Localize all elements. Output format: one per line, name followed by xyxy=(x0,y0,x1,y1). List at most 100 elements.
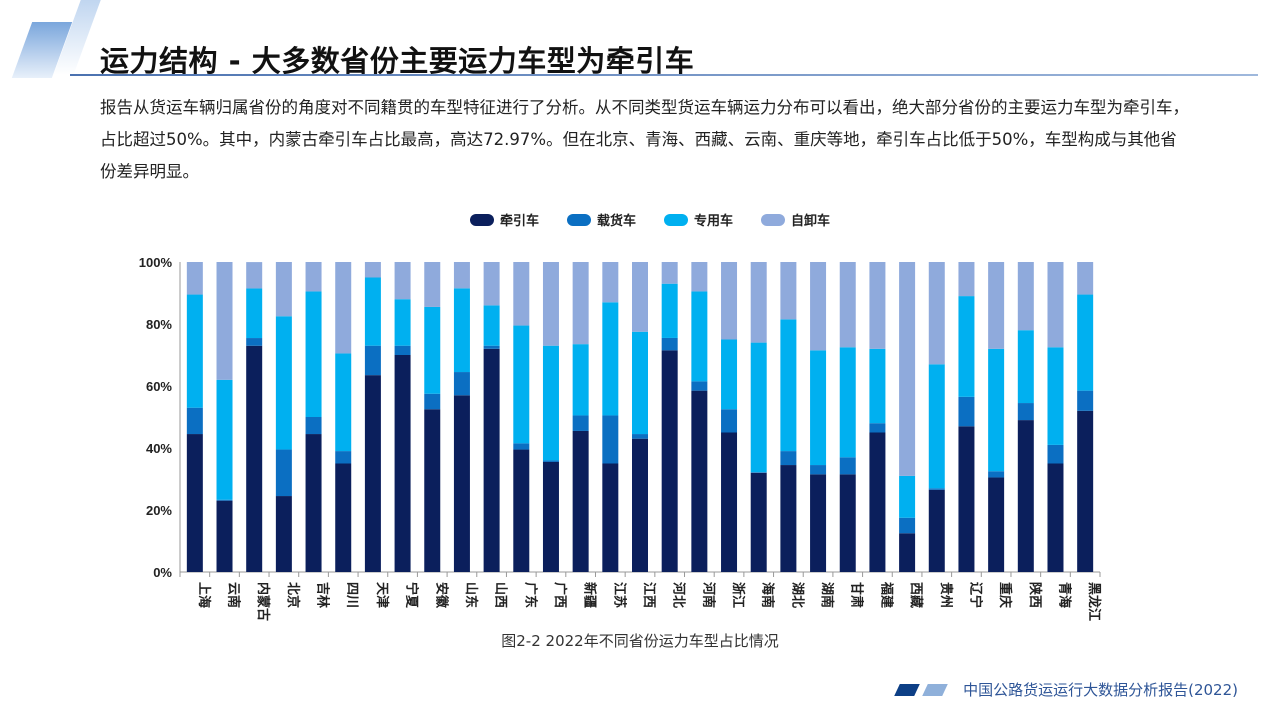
bar-segment xyxy=(1077,390,1094,411)
bar-segment xyxy=(721,432,738,572)
bar-segment xyxy=(216,499,233,501)
bar-segment xyxy=(1077,294,1094,391)
legend-swatch xyxy=(470,213,494,226)
bar-segment xyxy=(691,390,708,572)
y-tick-label: 80% xyxy=(146,317,172,332)
bar-segment xyxy=(453,372,470,396)
bar-segment xyxy=(839,262,856,348)
bar-segment xyxy=(602,302,619,416)
bar-segment xyxy=(335,463,352,572)
x-tick-label: 重庆 xyxy=(997,582,1013,608)
bar-segment xyxy=(572,430,589,572)
x-tick-label: 江苏 xyxy=(611,582,627,608)
bar-segment xyxy=(542,345,559,461)
bar-segment xyxy=(364,262,381,278)
bar-segment xyxy=(810,474,827,572)
bar-segment xyxy=(305,434,322,572)
x-tick-label: 湖南 xyxy=(819,582,835,608)
bar-segment xyxy=(1047,463,1064,572)
bar-segment xyxy=(691,381,708,391)
bar-segment xyxy=(869,432,886,572)
bar-segment xyxy=(899,262,916,476)
legend-label: 自卸车 xyxy=(791,214,831,229)
bar-segment xyxy=(928,364,945,489)
x-tick-label: 海南 xyxy=(760,582,776,608)
bar-segment xyxy=(216,262,233,380)
bar-segment xyxy=(661,350,678,572)
x-tick-label: 甘肃 xyxy=(849,582,865,608)
bar-segment xyxy=(750,472,767,572)
x-tick-label: 西藏 xyxy=(908,582,924,608)
bar-segment xyxy=(869,262,886,349)
bar-segment xyxy=(186,434,203,572)
bar-segment xyxy=(335,353,352,452)
bar-segment xyxy=(483,345,500,349)
bar-segment xyxy=(572,415,589,431)
x-tick-label: 北京 xyxy=(285,582,301,608)
bar-segment xyxy=(216,500,233,572)
bar-segment xyxy=(364,277,381,346)
bar-segment xyxy=(424,409,441,572)
title-divider xyxy=(70,74,1258,76)
bar-segment xyxy=(305,291,322,417)
bar-segment xyxy=(1077,262,1094,295)
bar-segment xyxy=(780,451,797,466)
bar-segment xyxy=(721,262,738,340)
bar-segment xyxy=(335,262,352,354)
bar-segment xyxy=(424,306,441,394)
bar-segment xyxy=(810,350,827,466)
x-tick-label: 安徽 xyxy=(433,582,449,609)
x-tick-label: 湖北 xyxy=(789,582,804,608)
chart-caption: 图2-2 2022年不同省份运力车型占比情况 xyxy=(501,632,779,650)
bar-segment xyxy=(899,517,916,534)
bar-segment xyxy=(869,348,886,424)
bar-segment xyxy=(661,283,678,338)
bar-segment xyxy=(275,449,292,497)
bar-segment xyxy=(928,488,945,490)
bar-segment xyxy=(780,465,797,572)
bar-segment xyxy=(483,262,500,306)
bar-segment xyxy=(958,296,975,397)
x-tick-label: 吉林 xyxy=(315,582,331,608)
bar-segment xyxy=(305,417,322,435)
y-tick-label: 40% xyxy=(146,441,172,456)
bar-segment xyxy=(1017,420,1034,572)
bar-segment xyxy=(513,262,530,326)
bar-segment xyxy=(632,331,648,435)
x-tick-label: 内蒙古 xyxy=(255,582,271,621)
bar-segment xyxy=(186,407,203,435)
bar-segment xyxy=(780,319,797,452)
bar-segment xyxy=(810,465,827,475)
bar-segment xyxy=(958,426,975,572)
legend-item: 专用车 xyxy=(664,210,733,229)
bar-segment xyxy=(394,355,411,572)
footer-logo-bar xyxy=(894,683,920,696)
bar-segment xyxy=(513,449,530,572)
bar-segment xyxy=(958,396,975,427)
x-tick-label: 江西 xyxy=(641,582,657,608)
legend-swatch xyxy=(567,213,592,226)
legend-item: 牵引车 xyxy=(470,210,539,229)
x-tick-label: 上海 xyxy=(196,582,212,608)
x-tick-label: 河南 xyxy=(700,582,716,608)
bar-segment xyxy=(899,475,916,518)
legend-label: 载货车 xyxy=(597,214,637,229)
x-tick-label: 新疆 xyxy=(582,582,598,608)
bar-segment xyxy=(691,291,708,382)
x-tick-label: 黑龙江 xyxy=(1086,582,1102,621)
x-tick-label: 贵州 xyxy=(938,582,954,608)
x-tick-label: 青海 xyxy=(1056,582,1072,608)
bar-segment xyxy=(602,415,619,464)
x-tick-label: 四川 xyxy=(344,582,359,608)
bar-segment xyxy=(246,338,263,346)
x-tick-label: 山西 xyxy=(493,582,509,608)
bar-segment xyxy=(839,457,856,475)
bar-segment xyxy=(453,288,470,373)
legend-item: 载货车 xyxy=(567,210,636,229)
bar-segment xyxy=(246,288,263,339)
footer: 中国公路货运运行大数据分析报告(2022) xyxy=(894,679,1238,700)
bar-segment xyxy=(453,395,470,572)
bar-segment xyxy=(750,342,767,473)
bar-segment xyxy=(394,262,411,300)
x-tick-label: 浙江 xyxy=(730,582,746,608)
